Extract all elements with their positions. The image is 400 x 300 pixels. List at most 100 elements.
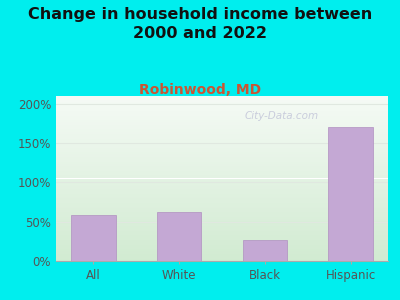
Bar [56,182,388,183]
Bar [56,260,388,261]
Bar [56,119,388,120]
Bar [56,253,388,254]
Bar [56,191,388,192]
Bar [56,112,388,113]
Bar [56,172,388,173]
Bar [56,171,388,172]
Bar [56,149,388,150]
Bar [56,187,388,188]
Bar [56,126,388,127]
Bar [56,228,388,229]
Bar [56,223,388,224]
Bar [56,204,388,205]
Bar [56,259,388,260]
Bar [328,128,373,261]
Bar [56,227,388,228]
Bar [56,174,388,175]
Bar [56,142,388,143]
Bar [56,238,388,239]
Bar [56,122,388,123]
Bar [56,140,388,141]
Bar [56,100,388,101]
Bar [56,235,388,236]
Bar [56,148,388,149]
Bar [56,123,388,124]
Bar [56,128,388,129]
Bar [56,175,388,176]
Bar [56,236,388,237]
Bar [56,133,388,134]
Bar [71,215,116,261]
Bar [56,197,388,198]
Bar [56,134,388,135]
Bar [56,104,388,105]
Bar [56,220,388,221]
Bar [56,237,388,238]
Bar [56,130,388,131]
Bar [56,233,388,234]
Bar [56,212,388,213]
Bar [56,111,388,112]
Bar [56,162,388,163]
Bar [56,127,388,128]
Bar [56,207,388,208]
Bar [56,206,388,207]
Bar [56,239,388,240]
Bar [56,222,388,223]
Bar [56,163,388,164]
Bar [56,129,388,130]
Bar [56,229,388,230]
Bar [56,203,388,204]
Bar [56,173,388,174]
Text: Robinwood, MD: Robinwood, MD [139,82,261,97]
Bar [56,180,388,181]
Bar [56,97,388,98]
Bar [56,168,388,169]
Bar [242,240,287,261]
Bar [56,211,388,212]
Bar [56,167,388,168]
Bar [56,124,388,125]
Bar [56,188,388,189]
Bar [56,120,388,121]
Bar [56,232,388,233]
Bar [56,246,388,247]
Bar [56,156,388,157]
Bar [56,103,388,104]
Bar [56,252,388,253]
Bar [56,189,388,190]
Bar [56,242,388,243]
Bar [56,181,388,182]
Bar [56,132,388,133]
Bar [56,150,388,151]
Bar [56,102,388,103]
Bar [56,138,388,139]
Bar [56,101,388,102]
Bar [56,169,388,170]
Bar [56,255,388,256]
Bar [56,257,388,258]
Bar [56,109,388,110]
Bar [56,136,388,137]
Bar [56,225,388,226]
Bar [56,248,388,249]
Bar [56,145,388,146]
Bar [56,210,388,211]
Bar [56,160,388,161]
Bar [56,161,388,162]
Bar [56,143,388,144]
Bar [56,153,388,154]
Bar [56,170,388,171]
Bar [56,186,388,187]
Bar [56,249,388,250]
Bar [56,185,388,186]
Bar [56,131,388,132]
Bar [56,159,388,160]
Bar [56,224,388,225]
Bar [157,212,202,261]
Bar [56,218,388,219]
Bar [56,125,388,126]
Bar [56,240,388,241]
Bar [56,213,388,214]
Bar [56,216,388,217]
